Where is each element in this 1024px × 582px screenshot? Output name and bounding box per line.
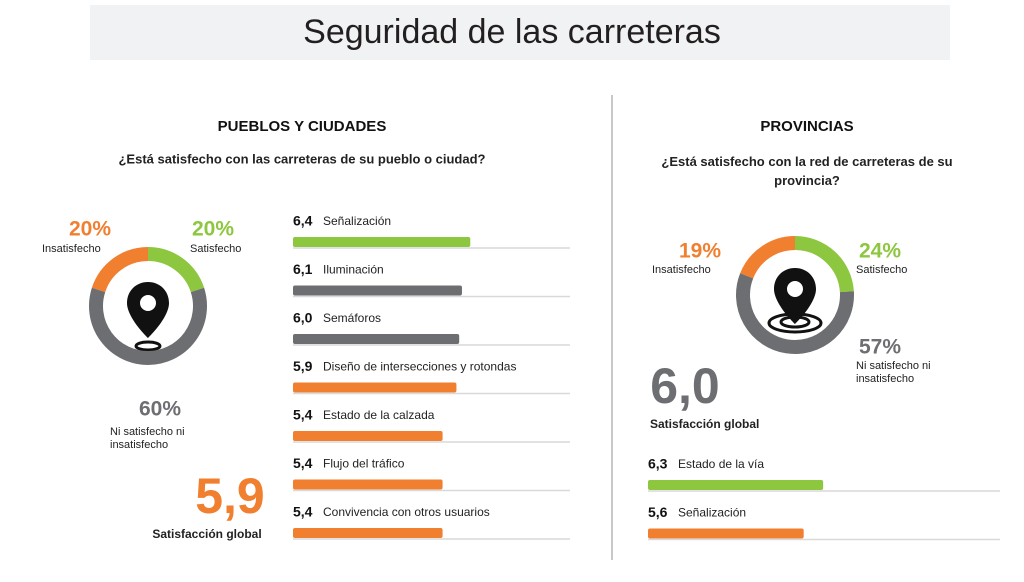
bar	[293, 237, 471, 247]
category-label: Insatisfecho	[652, 264, 711, 276]
section-subtitle: ¿Está satisfecho con las carreteras de s…	[118, 151, 485, 166]
bar	[293, 528, 443, 538]
section-title: PROVINCIAS	[760, 118, 853, 135]
bar	[293, 382, 457, 393]
value-label: 5,6	[648, 504, 668, 520]
bar	[293, 431, 443, 441]
pin-icon	[127, 282, 169, 352]
value-label: 5,4	[293, 407, 313, 423]
donut-segment	[147, 247, 205, 293]
global-label: Satisfacción global	[152, 527, 261, 541]
donut-segment	[91, 247, 149, 293]
title-band	[90, 5, 950, 60]
bar	[648, 528, 804, 539]
category-label: Señalización	[678, 506, 746, 520]
percent-label: 20%	[192, 218, 234, 241]
value-label: 5,4	[293, 455, 313, 471]
category-label: Iluminación	[323, 263, 384, 277]
bar	[648, 480, 824, 490]
category-label: Ni satisfecho ni insatisfecho	[110, 426, 185, 451]
value-label: 6,1	[293, 261, 313, 277]
value-label: 6,3	[648, 456, 668, 472]
bar	[293, 334, 460, 344]
category-label: Satisfecho	[190, 243, 242, 255]
percent-label: 24%	[859, 240, 901, 263]
section-title: PUEBLOS Y CIUDADES	[218, 118, 387, 135]
value-label: 5,9	[293, 358, 313, 374]
donut-segment	[736, 273, 854, 354]
category-label: Convivencia con otros usuarios	[323, 505, 490, 519]
section-subtitle: ¿Está satisfecho con la red de carretera…	[661, 154, 953, 188]
category-label: Insatisfecho	[42, 243, 101, 255]
category-label: Satisfecho	[856, 264, 908, 276]
category-label: Semáforos	[323, 311, 381, 325]
global-score: 5,9	[195, 468, 265, 524]
category-label: Estado de la vía	[678, 457, 764, 471]
value-label: 6,4	[293, 213, 313, 229]
bar	[293, 285, 462, 296]
donut-segment	[740, 236, 796, 279]
global-score: 6,0	[650, 358, 720, 414]
category-label: Ni satisfecho ni insatisfecho	[856, 360, 931, 385]
category-label: Flujo del tráfico	[323, 457, 405, 471]
percent-label: 60%	[139, 398, 181, 421]
pin-icon	[767, 268, 823, 334]
percent-label: 57%	[859, 336, 901, 359]
category-label: Diseño de intersecciones y rotondas	[323, 360, 516, 374]
percent-label: 20%	[69, 218, 111, 241]
category-label: Estado de la calzada	[323, 408, 435, 422]
global-label: Satisfacción global	[650, 417, 759, 431]
title: Seguridad de las carreteras	[303, 13, 721, 51]
donut-segment	[89, 287, 207, 365]
donut-segment	[794, 236, 854, 293]
bar	[293, 479, 443, 490]
value-label: 6,0	[293, 310, 313, 326]
category-label: Señalización	[323, 214, 391, 228]
percent-label: 19%	[679, 240, 721, 263]
value-label: 5,4	[293, 504, 313, 520]
